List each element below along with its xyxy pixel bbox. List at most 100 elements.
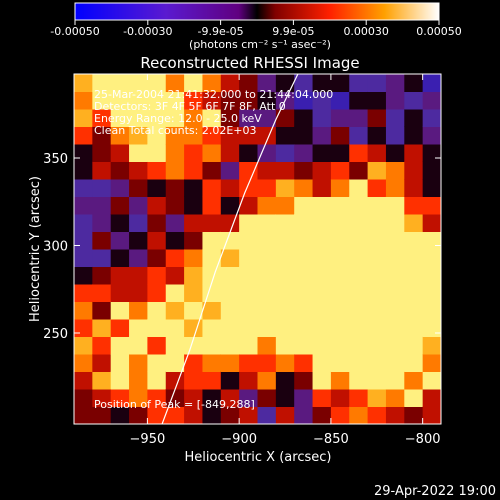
heatmap-cell bbox=[184, 371, 203, 390]
heatmap-cell bbox=[312, 389, 332, 407]
heatmap-cell bbox=[147, 74, 167, 92]
heatmap-cell bbox=[367, 74, 387, 92]
heatmap-cell bbox=[74, 389, 93, 407]
heatmap-cell bbox=[184, 179, 203, 197]
heatmap-cell bbox=[129, 144, 148, 162]
heatmap-cell bbox=[92, 161, 112, 180]
heatmap-cell bbox=[165, 126, 185, 145]
heatmap-cell bbox=[129, 74, 148, 92]
heatmap-cell bbox=[220, 74, 240, 92]
heatmap-cell bbox=[330, 266, 350, 285]
heatmap-cell bbox=[220, 126, 240, 145]
heatmap-cell bbox=[312, 249, 332, 267]
heatmap-cell bbox=[275, 214, 295, 232]
heatmap-cell bbox=[165, 179, 185, 197]
heatmap-cell bbox=[74, 91, 93, 110]
heatmap-cell bbox=[165, 231, 185, 250]
heatmap-cell bbox=[367, 284, 387, 302]
heatmap-cell bbox=[385, 371, 405, 390]
heatmap-cell bbox=[239, 231, 258, 250]
heatmap-cell bbox=[110, 196, 130, 215]
heatmap-cell bbox=[275, 179, 295, 197]
heatmap-cell bbox=[275, 319, 295, 337]
heatmap-cell bbox=[330, 354, 350, 372]
y-axis-label: Heliocentric Y (arcsec) bbox=[28, 176, 43, 322]
heatmap-cell bbox=[330, 214, 350, 232]
heatmap-cell bbox=[220, 249, 240, 267]
heatmap-cell bbox=[147, 109, 167, 127]
heatmap-cell bbox=[330, 389, 350, 407]
heatmap-cell bbox=[312, 126, 332, 145]
heatmap-cell bbox=[257, 214, 277, 232]
heatmap-cell bbox=[367, 91, 387, 110]
heatmap-cell bbox=[239, 91, 258, 110]
heatmap-cell bbox=[129, 214, 148, 232]
heatmap-cell bbox=[385, 196, 405, 215]
solar-limb-curve bbox=[161, 74, 299, 424]
heatmap-cell bbox=[367, 354, 387, 372]
heatmap-cell bbox=[92, 249, 112, 267]
heatmap-cell bbox=[184, 214, 203, 232]
heatmap-cell bbox=[385, 91, 405, 110]
heatmap-cell bbox=[202, 231, 222, 250]
heatmap-cell bbox=[349, 284, 369, 302]
heatmap-cell bbox=[184, 336, 203, 355]
heatmap-cell bbox=[92, 301, 112, 320]
heatmap-cell bbox=[385, 266, 405, 285]
heatmap-cell bbox=[110, 231, 130, 250]
heatmap-cell bbox=[404, 109, 424, 127]
heatmap-cell bbox=[165, 214, 185, 232]
heatmap-cell bbox=[220, 231, 240, 250]
heatmap-cell bbox=[220, 109, 240, 127]
heatmap-cell bbox=[257, 336, 277, 355]
heatmap-cell bbox=[404, 231, 424, 250]
plot-frame bbox=[73, 73, 442, 425]
heatmap-cell bbox=[92, 196, 112, 215]
heatmap-cell bbox=[385, 249, 405, 267]
heatmap-cell bbox=[184, 91, 203, 110]
heatmap-cell bbox=[367, 144, 387, 162]
heatmap-cell bbox=[422, 231, 441, 250]
heatmap-cell bbox=[422, 179, 441, 197]
heatmap-cell bbox=[385, 301, 405, 320]
heatmap-cell bbox=[147, 249, 167, 267]
heatmap-cell bbox=[330, 109, 350, 127]
heatmap-cell bbox=[110, 74, 130, 92]
heatmap-cell bbox=[92, 91, 112, 110]
heatmap-cell bbox=[220, 301, 240, 320]
heatmap-cell bbox=[404, 389, 424, 407]
heatmap-cell bbox=[92, 389, 112, 407]
heatmap-cell bbox=[330, 284, 350, 302]
heatmap-cell bbox=[239, 109, 258, 127]
heatmap-cell bbox=[129, 284, 148, 302]
heatmap-cell bbox=[275, 74, 295, 92]
heatmap-cell bbox=[220, 161, 240, 180]
heatmap-cell bbox=[147, 406, 167, 424]
heatmap-cell bbox=[74, 354, 93, 372]
heatmap-cell bbox=[184, 406, 203, 424]
heatmap-cell bbox=[92, 284, 112, 302]
heatmap-cell bbox=[74, 371, 93, 390]
heatmap-cell bbox=[294, 319, 314, 337]
heatmap-cell bbox=[129, 109, 148, 127]
heatmap-cell bbox=[147, 389, 167, 407]
heatmap-cell bbox=[404, 371, 424, 390]
heatmap-cell bbox=[330, 249, 350, 267]
colorbar-unit-label: (photons cm⁻² s⁻¹ asec⁻²) bbox=[189, 38, 331, 51]
heatmap-cell bbox=[312, 179, 332, 197]
heatmap-cell bbox=[184, 109, 203, 127]
heatmap-cell bbox=[202, 266, 222, 285]
y-tick-label: 250 bbox=[43, 327, 68, 342]
heatmap-cell bbox=[294, 161, 314, 180]
heatmap-cell bbox=[147, 284, 167, 302]
heatmap-cell bbox=[165, 144, 185, 162]
heatmap-cell bbox=[92, 319, 112, 337]
heatmap-cell bbox=[110, 249, 130, 267]
heatmap-cell bbox=[165, 406, 185, 424]
heatmap-cell bbox=[367, 389, 387, 407]
heatmap-cell bbox=[202, 109, 222, 127]
heatmap-cell bbox=[129, 336, 148, 355]
heatmap-cell bbox=[312, 354, 332, 372]
annotation-line: Detectors: 3F 4F 5F 6F 7F 8F, Att 0 bbox=[94, 100, 286, 113]
